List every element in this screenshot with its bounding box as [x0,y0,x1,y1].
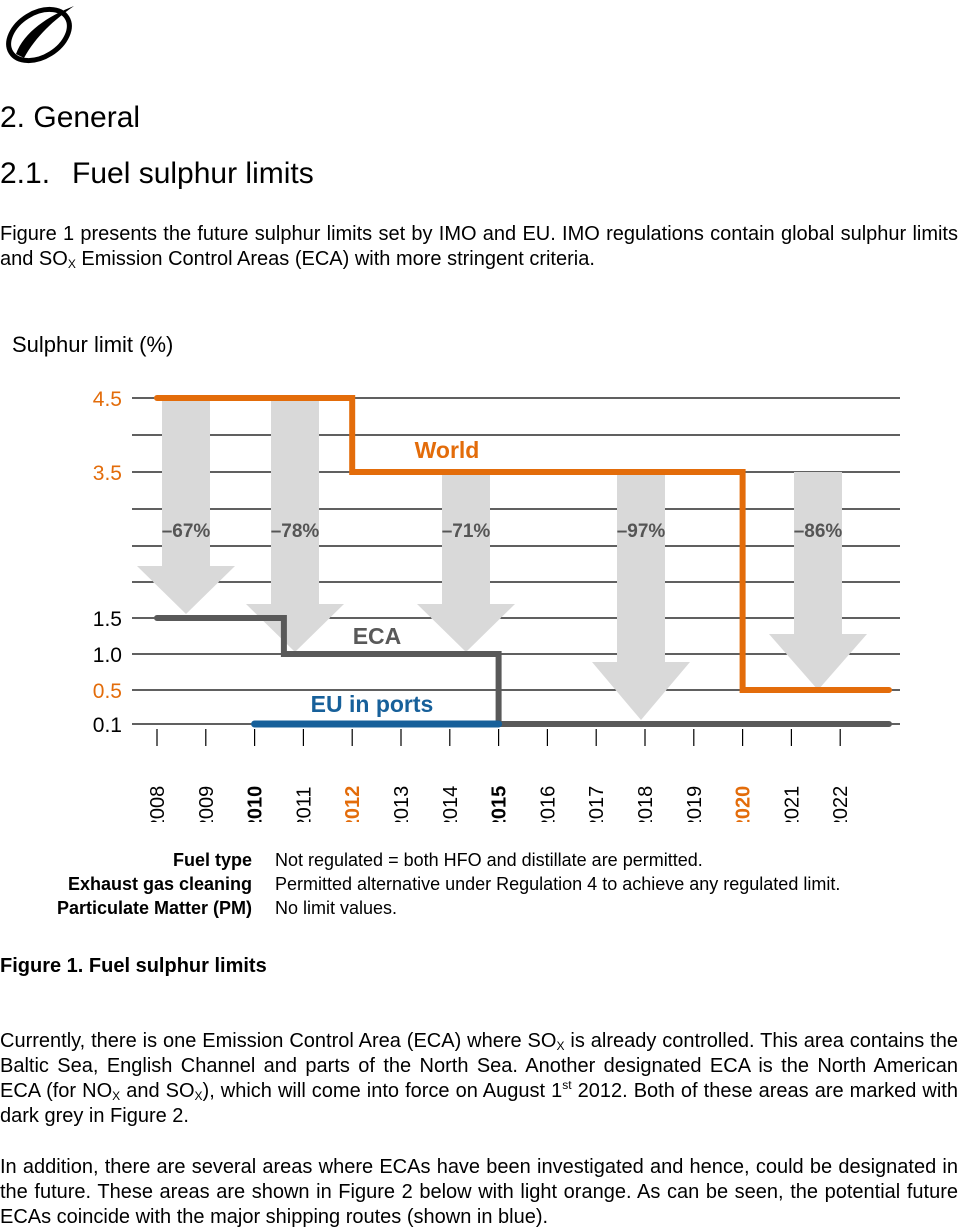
para1-subscript-3: X [194,1089,203,1103]
x-tick-label: 2009 [196,786,218,822]
eca-paragraph: Currently, there is one Emission Control… [0,1029,958,1129]
note-description: No limit values. [275,898,398,918]
note-row-particulate-matter: Particulate Matter (PM) No limit values. [0,898,960,922]
reduction-label: –86% [794,521,843,542]
x-tick-label: 2016 [537,786,559,822]
note-term: Fuel type [172,850,252,870]
subsection-title: 2.1. Fuel sulphur limits [0,157,314,191]
para1-text-2: is already controlled. This area contain… [0,1030,958,1102]
reduction-arrow [417,474,515,652]
y-tick-label: 3.5 [93,462,122,485]
x-tick-label: 2017 [586,786,608,822]
intro-paragraph: Figure 1 presents the future sulphur lim… [0,222,958,272]
series-label-world: World [415,437,480,463]
figure-caption: Figure 1. Fuel sulphur limits [0,955,267,977]
reduction-arrow [246,400,344,652]
para1-text-3: and SO [120,1080,195,1102]
reduction-arrow [137,400,235,614]
series-label-eu-in-ports: EU in ports [311,691,434,717]
y-tick-label: 4.5 [93,388,122,411]
swoosh-logo-icon [6,6,74,64]
y-axis-label: Sulphur limit (%) [12,332,173,357]
para1-text-1: Currently, there is one Emission Control… [0,1030,557,1052]
y-tick-label: 0.1 [93,714,122,737]
para1-superscript: st [562,1078,572,1092]
x-tick-label: 2012 [342,786,364,822]
x-tick-label: 2014 [440,786,462,822]
x-tick-label: 2020 [733,786,755,822]
x-tick-label: 2010 [245,786,267,822]
intro-text-1: Figure 1 presents the future sulphur lim… [0,223,958,270]
regulation-notes: Fuel type Not regulated = both HFO and d… [0,850,960,925]
y-tick-label: 1.5 [93,608,122,631]
x-tick-label: 2022 [830,786,852,822]
para1-subscript-2: X [112,1089,121,1103]
series-label-eca: ECA [353,623,402,649]
future-eca-paragraph: In addition, there are several areas whe… [0,1156,958,1228]
reduction-label: –71% [442,521,491,542]
x-tick-label: 2015 [489,786,511,822]
series-line-eca [154,615,892,727]
x-tick-label: 2021 [781,786,803,822]
note-row-exhaust-gas-cleaning: Exhaust gas cleaning Permitted alternati… [0,874,960,898]
x-tick-label: 2008 [147,786,169,822]
x-tick-label: 2013 [391,786,413,822]
section-title: 2. General [0,101,141,134]
reduction-label: –78% [271,521,320,542]
subsection-title-text: Fuel sulphur limits [72,157,314,190]
y-tick-label: 1.0 [93,644,122,667]
note-description: Permitted alternative under Regulation 4… [275,874,841,894]
reduction-label: –67% [162,521,211,542]
x-tick-label: 2018 [635,786,657,822]
para1-text-5: 2012. Both of these areas are marked wit… [0,1080,958,1127]
sulphur-limit-chart: Sulphur limit (%) 4.5 3.5 1.5 1.0 0.5 0.1 –67% –… [12,332,900,822]
series-line-world [154,395,892,693]
x-tick-label: 2011 [293,786,315,822]
reduction-label: –97% [617,521,666,542]
note-term: Exhaust gas cleaning [67,874,252,894]
para1-text-4: ), which will come into force on August … [202,1080,563,1102]
note-term: Particulate Matter (PM) [56,898,252,918]
y-tick-label: 0.5 [93,680,122,703]
note-description: Not regulated = both HFO and distillate … [275,850,703,870]
para1-subscript-1: X [556,1039,565,1053]
reduction-arrow [769,472,867,690]
subsection-number: 2.1. [0,157,51,190]
intro-text-2: Emission Control Areas (ECA) with more s… [75,248,595,270]
note-row-fuel-type: Fuel type Not regulated = both HFO and d… [0,850,960,874]
x-tick-label: 2019 [684,786,706,822]
intro-subscript: X [67,257,76,271]
reduction-arrow [592,474,690,720]
